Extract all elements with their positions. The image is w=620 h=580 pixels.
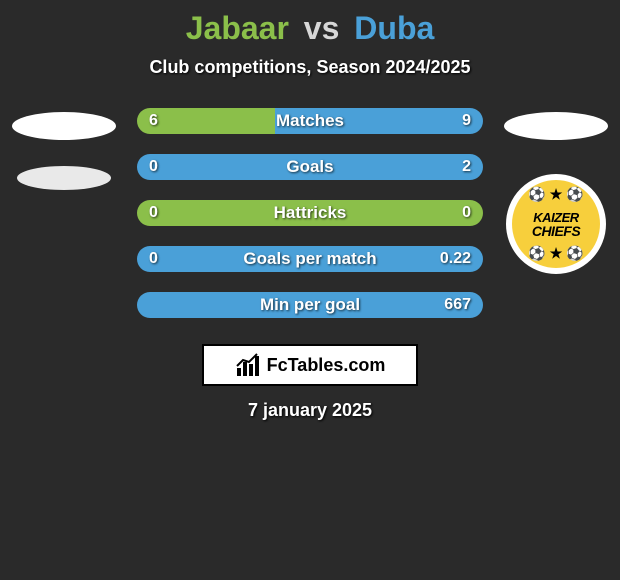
player2-name: Duba [354,10,434,46]
bar-right-seg [275,108,483,134]
stat-bar: Hattricks00 [137,200,483,226]
stat-bar: Goals per match00.22 [137,246,483,272]
bar-right-seg [137,246,483,272]
badge-line1: KAIZER [532,211,580,224]
badge-top-deco: ⚽ ★ ⚽ [512,186,600,203]
left-team-logo-placeholder [12,112,116,140]
left-player-col [9,108,119,190]
vs-text: vs [304,10,340,46]
main-row: Matches69 Goals02 Hattricks00 Goals per mat… [0,108,620,318]
right-team-logo-placeholder [504,112,608,140]
stat-bar: Goals02 [137,154,483,180]
brand-text: FcTables.com [267,355,386,376]
badge-bot-deco: ⚽ ★ ⚽ [512,245,600,262]
bar-chart-icon [235,352,261,378]
bar-right-seg [137,154,483,180]
stat-bar: Min per goal667 [137,292,483,318]
bar-left-seg [137,108,275,134]
comparison-title: Jabaar vs Duba [0,10,620,47]
badge-line2: CHIEFS [532,224,580,238]
kaizer-chiefs-badge: ⚽ ★ ⚽ KAIZER CHIEFS ⚽ ★ ⚽ [506,174,606,274]
brand-box: FcTables.com [202,344,418,386]
badge-text: KAIZER CHIEFS [532,211,580,238]
bar-right-seg [137,292,483,318]
player1-name: Jabaar [186,10,289,46]
stat-bar: Matches69 [137,108,483,134]
stat-bars: Matches69 Goals02 Hattricks00 Goals per mat… [137,108,483,318]
subtitle: Club competitions, Season 2024/2025 [0,57,620,78]
bar-left-seg [137,200,483,226]
right-player-col: ⚽ ★ ⚽ KAIZER CHIEFS ⚽ ★ ⚽ [501,108,611,274]
date-text: 7 january 2025 [0,400,620,421]
left-team-logo2-placeholder [17,166,111,190]
